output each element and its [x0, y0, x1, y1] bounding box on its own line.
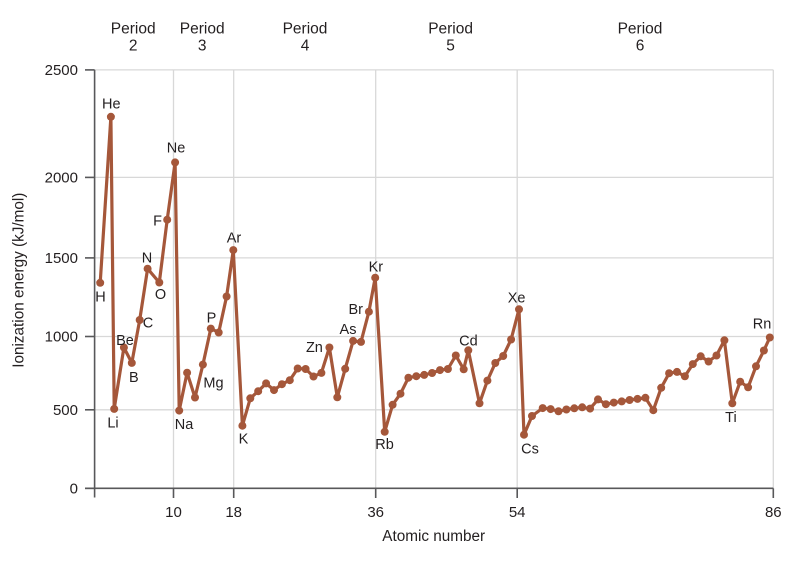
svg-text:Li: Li [107, 415, 118, 431]
svg-text:Rn: Rn [753, 316, 772, 332]
svg-text:Na: Na [175, 417, 194, 433]
svg-text:Mg: Mg [203, 375, 223, 391]
svg-text:10: 10 [165, 504, 182, 521]
svg-text:B: B [129, 370, 139, 386]
svg-text:86: 86 [765, 504, 782, 521]
svg-text:Cd: Cd [459, 334, 478, 350]
svg-text:Be: Be [116, 333, 134, 349]
svg-text:Ar: Ar [227, 230, 242, 246]
svg-text:4: 4 [301, 38, 310, 55]
svg-text:F: F [153, 213, 162, 229]
svg-text:Ne: Ne [167, 140, 186, 156]
svg-text:5: 5 [446, 38, 455, 55]
svg-text:Period: Period [111, 21, 156, 38]
svg-text:Period: Period [428, 21, 473, 38]
svg-text:As: As [340, 322, 357, 338]
svg-text:Cs: Cs [521, 441, 539, 457]
svg-text:Period: Period [283, 21, 328, 38]
svg-text:Ti: Ti [725, 410, 737, 426]
svg-text:2500: 2500 [45, 62, 78, 79]
svg-text:0: 0 [70, 480, 78, 497]
svg-text:Atomic number: Atomic number [382, 528, 485, 545]
svg-text:K: K [239, 431, 249, 447]
svg-text:6: 6 [636, 38, 645, 55]
svg-text:Kr: Kr [369, 260, 384, 276]
svg-text:Ionization energy (kJ/mol): Ionization energy (kJ/mol) [11, 193, 28, 368]
svg-text:18: 18 [225, 504, 242, 521]
svg-text:2000: 2000 [45, 170, 78, 187]
svg-text:H: H [95, 289, 105, 305]
svg-text:1500: 1500 [45, 250, 78, 267]
svg-text:Zn: Zn [306, 340, 323, 356]
svg-text:O: O [155, 287, 166, 303]
svg-text:C: C [143, 315, 153, 331]
svg-text:Rb: Rb [375, 437, 394, 453]
svg-text:3: 3 [198, 38, 207, 55]
svg-text:36: 36 [367, 504, 384, 521]
svg-text:54: 54 [509, 504, 526, 521]
svg-text:He: He [102, 97, 121, 113]
svg-text:Br: Br [348, 302, 363, 318]
svg-text:1000: 1000 [45, 329, 78, 346]
svg-text:N: N [142, 250, 152, 266]
svg-text:P: P [207, 310, 217, 326]
svg-text:Period: Period [618, 21, 663, 38]
svg-text:Period: Period [180, 21, 225, 38]
svg-text:Xe: Xe [508, 291, 526, 307]
svg-text:500: 500 [53, 402, 78, 419]
svg-text:2: 2 [129, 38, 138, 55]
